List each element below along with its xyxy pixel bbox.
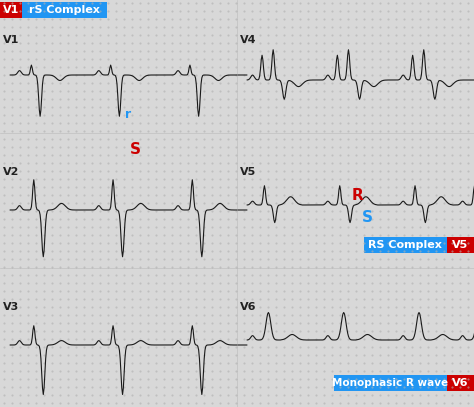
Text: V5: V5 — [240, 167, 256, 177]
Text: V5: V5 — [452, 240, 468, 250]
FancyBboxPatch shape — [447, 237, 474, 253]
Text: RS Complex: RS Complex — [368, 240, 442, 250]
Text: V3: V3 — [3, 302, 19, 312]
Text: V4: V4 — [240, 35, 256, 45]
Text: V1: V1 — [3, 35, 19, 45]
FancyBboxPatch shape — [0, 2, 22, 18]
Text: V2: V2 — [3, 167, 19, 177]
Text: r: r — [125, 109, 131, 122]
Text: V6: V6 — [452, 378, 468, 388]
FancyBboxPatch shape — [22, 2, 107, 18]
Text: S: S — [362, 210, 373, 225]
Text: Monophasic R wave: Monophasic R wave — [332, 378, 448, 388]
Text: S: S — [130, 142, 141, 158]
Text: V6: V6 — [240, 302, 256, 312]
FancyBboxPatch shape — [447, 375, 474, 391]
Text: R: R — [352, 188, 364, 203]
FancyBboxPatch shape — [364, 237, 447, 253]
Text: V1: V1 — [3, 5, 19, 15]
FancyBboxPatch shape — [334, 375, 447, 391]
Text: rS Complex: rS Complex — [28, 5, 100, 15]
